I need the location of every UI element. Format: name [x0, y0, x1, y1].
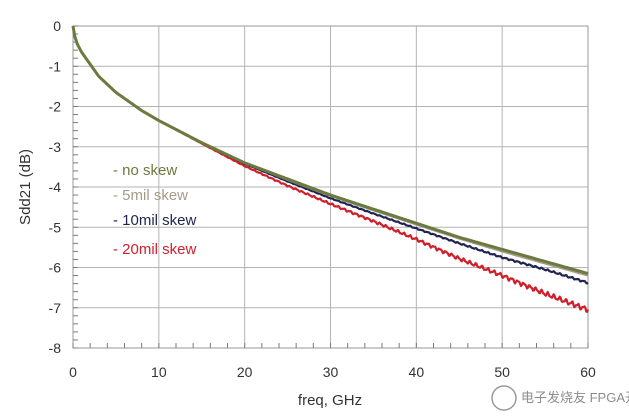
legend-entry-0: - no skew: [113, 162, 177, 179]
y-tick-label: -3: [49, 139, 62, 155]
x-tick-label: 10: [151, 364, 167, 380]
y-tick-label: 0: [53, 18, 61, 34]
y-tick-label: -2: [49, 99, 62, 115]
watermark-logo-icon: [491, 385, 517, 411]
y-tick-label: -1: [49, 58, 62, 74]
x-axis-title: freq, GHz: [298, 392, 362, 409]
y-tick-label: -4: [49, 179, 62, 195]
series-layer: [71, 25, 590, 313]
y-tick-labels: 0 -1 -2 -3 -4 -5 -6 -7 -8: [49, 18, 62, 356]
y-tick-label: -5: [49, 219, 62, 235]
series-line-0: [71, 25, 589, 275]
x-tick-label: 40: [409, 364, 425, 380]
y-tick-label: -8: [49, 340, 62, 356]
legend-entry-2: - 10mil skew: [113, 212, 197, 229]
y-tick-label: -7: [49, 300, 62, 316]
legend: - no skew - 5mil skew - 10mil skew - 20mil …: [113, 162, 197, 258]
watermark: 电子发烧友 FPGA开发圈: [491, 385, 629, 411]
x-tick-labels: 0 10 20 30 40 50 60: [69, 364, 596, 380]
x-tick-label: 30: [323, 364, 339, 380]
minor-ticks: [72, 25, 589, 349]
x-tick-label: 20: [237, 364, 253, 380]
y-axis-title: Sdd21 (dB): [17, 149, 34, 225]
grid: [73, 26, 588, 348]
x-tick-label: 0: [69, 364, 77, 380]
legend-entry-3: - 20mil skew: [113, 241, 197, 258]
legend-entry-1: - 5mil skew: [113, 187, 188, 204]
x-tick-label: 50: [494, 364, 510, 380]
x-tick-label: 60: [580, 364, 596, 380]
watermark-text: 电子发烧友 FPGA开发圈: [521, 390, 629, 405]
y-tick-label: -6: [49, 260, 62, 276]
